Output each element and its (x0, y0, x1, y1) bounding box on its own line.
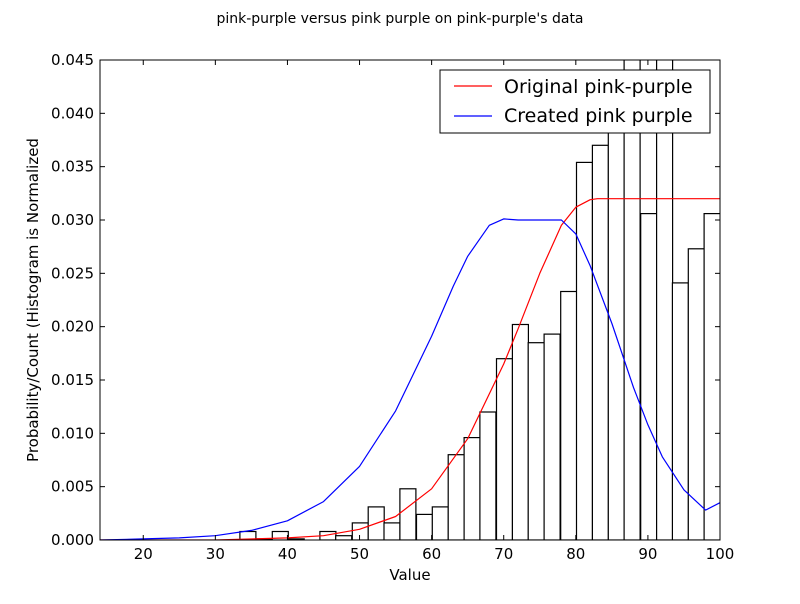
y-tick-label: 0.005 (51, 478, 94, 496)
y-tick-label: 0.000 (51, 531, 94, 549)
histogram-bar (543, 333, 561, 540)
y-tick-label: 0.035 (51, 158, 94, 176)
histogram-bars (239, 60, 720, 540)
x-tick-label: 60 (422, 545, 441, 563)
legend-label-original: Original pink-purple (504, 76, 693, 98)
y-axis-label: Probability/Count (Histogram is Normaliz… (24, 138, 42, 462)
histogram-bar (335, 535, 353, 540)
x-tick-label: 90 (638, 545, 657, 563)
y-tick-label: 0.020 (51, 318, 94, 336)
histogram-bar (623, 60, 641, 540)
series-line-created (100, 218, 720, 540)
x-axis-label: Value (389, 566, 430, 584)
histogram-bar (607, 127, 625, 540)
x-tick-label: 80 (566, 545, 585, 563)
histogram-bar (431, 506, 449, 540)
plot-frame (99, 59, 721, 541)
histogram-bar (640, 213, 658, 540)
histogram-bar (671, 282, 690, 540)
histogram-bar (703, 213, 720, 540)
histogram-bar (560, 290, 578, 540)
y-axis-ticks: 0.000 0.005 0.010 0.015 0.020 0.025 0.030 0.035… (51, 51, 720, 549)
chart-title: pink-purple versus pink purple on pink-p… (216, 11, 583, 27)
histogram-bar (575, 161, 594, 540)
histogram-bar (511, 323, 530, 540)
histogram-bar (527, 342, 545, 540)
legend: Original pink-purple Created pink purple (439, 69, 711, 134)
histogram-bar (591, 144, 610, 540)
y-tick-label: 0.025 (51, 264, 94, 282)
histogram-bar (351, 522, 369, 540)
x-axis-ticks: 20 30 40 50 60 70 80 90 100 (134, 60, 735, 563)
x-tick-label: 70 (494, 545, 513, 563)
histogram-bar (287, 538, 305, 540)
histogram-bar (447, 454, 465, 540)
x-tick-label: 30 (206, 545, 225, 563)
histogram-bar (399, 488, 417, 540)
x-tick-label: 40 (278, 545, 297, 563)
y-tick-label: 0.010 (51, 424, 94, 442)
x-tick-label: 20 (134, 545, 153, 563)
y-tick-label: 0.040 (51, 104, 94, 122)
y-tick-label: 0.015 (51, 371, 94, 389)
histogram-bar (495, 358, 514, 540)
histogram-bar (271, 530, 289, 540)
histogram-bar (479, 411, 497, 540)
y-tick-label: 0.030 (51, 211, 94, 229)
legend-box (439, 69, 711, 134)
y-tick-label: 0.045 (51, 51, 94, 69)
legend-label-created: Created pink purple (504, 105, 693, 127)
x-tick-label: 100 (706, 545, 735, 563)
x-tick-label: 50 (350, 545, 369, 563)
histogram-bar (463, 437, 481, 540)
histogram-bar (415, 513, 434, 540)
histogram-bar (383, 522, 401, 540)
